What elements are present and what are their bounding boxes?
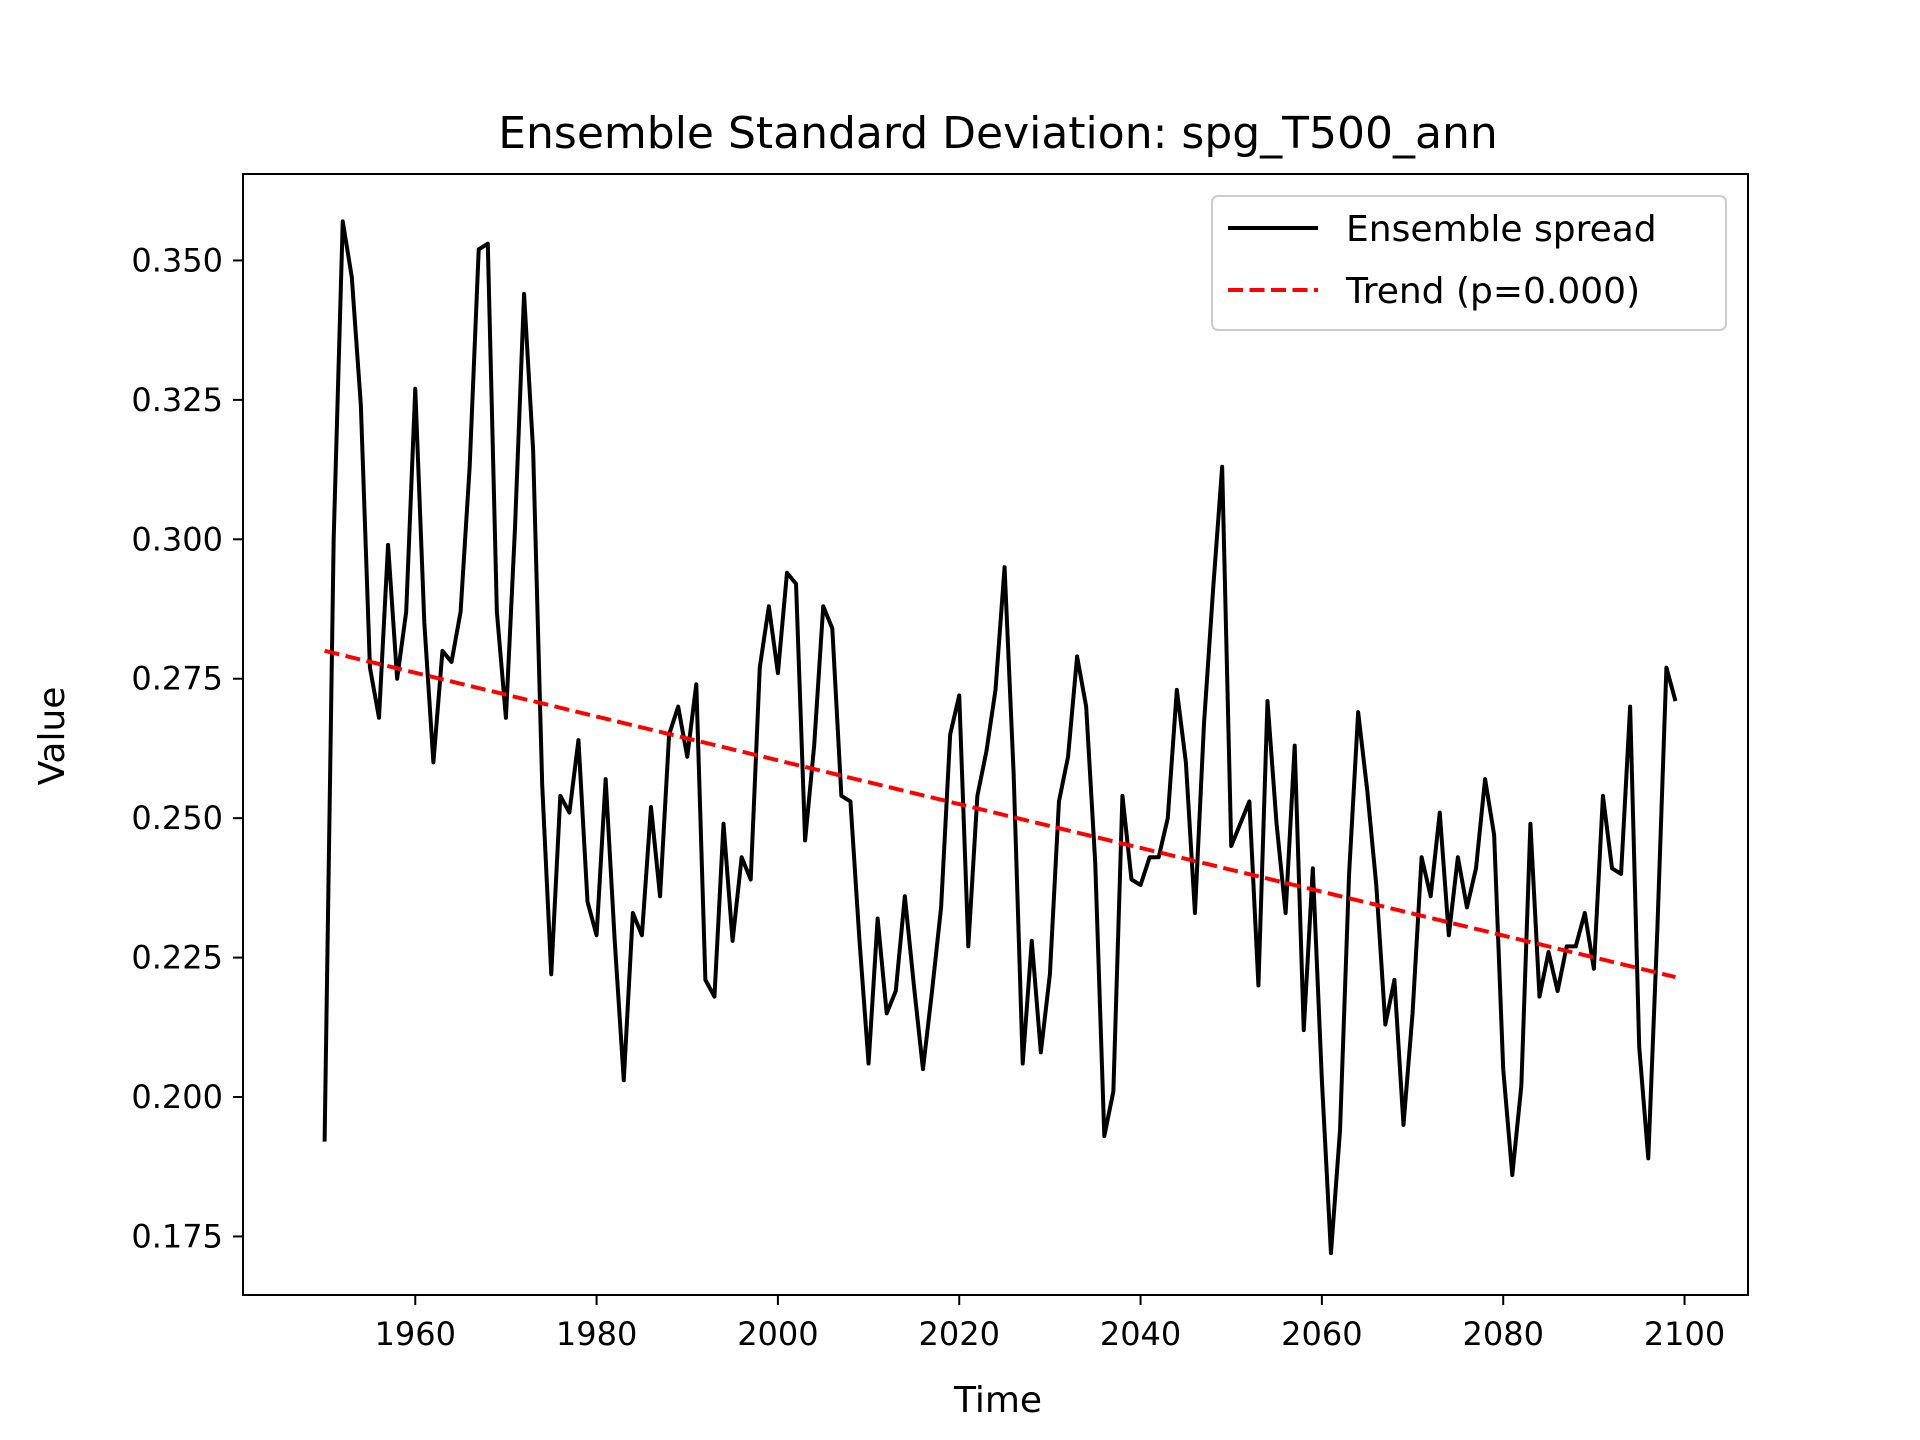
y-tick-label: 0.325 <box>131 381 223 419</box>
y-tick-label: 0.275 <box>131 660 223 698</box>
plot-frame <box>242 173 1749 1296</box>
x-tick-label: 2080 <box>1462 1315 1543 1353</box>
legend-label-trend: Trend (p=0.000) <box>1345 271 1640 312</box>
legend-box <box>1211 195 1727 331</box>
x-tick-label: 2000 <box>737 1315 818 1353</box>
series-layer <box>322 219 1678 1256</box>
trend-line <box>324 648 1676 980</box>
y-tick-label: 0.225 <box>131 939 223 977</box>
x-tick-label: 2040 <box>1100 1315 1181 1353</box>
legend-label-ensemble-spread: Ensemble spread <box>1346 209 1657 250</box>
x-axis-label: Time <box>953 1380 1042 1421</box>
x-tick-label: 2060 <box>1281 1315 1362 1353</box>
x-tick-label: 1960 <box>375 1315 456 1353</box>
plot-area <box>243 174 1748 1295</box>
x-tick-label: 2100 <box>1644 1315 1725 1353</box>
ensemble-spread-line <box>322 219 1678 1256</box>
y-tick-label: 0.350 <box>131 241 223 279</box>
chart-title: Ensemble Standard Deviation: spg_T500_an… <box>498 108 1498 159</box>
y-tick-label: 0.300 <box>131 520 223 558</box>
y-axis: 0.175 0.200 0.225 0.250 0.275 0.300 0.325 0.350 <box>131 241 243 1255</box>
x-tick-label: 2020 <box>919 1315 1000 1353</box>
y-tick-label: 0.250 <box>131 799 223 837</box>
y-axis-label: Value <box>32 687 73 786</box>
legend: Ensemble spread Trend (p=0.000) <box>1211 195 1727 331</box>
y-tick-label: 0.175 <box>131 1217 223 1255</box>
y-tick-label: 0.200 <box>131 1078 223 1116</box>
x-axis: 1960 1980 2000 2020 2040 2060 2080 2100 <box>375 1295 1725 1353</box>
x-tick-label: 1980 <box>556 1315 637 1353</box>
